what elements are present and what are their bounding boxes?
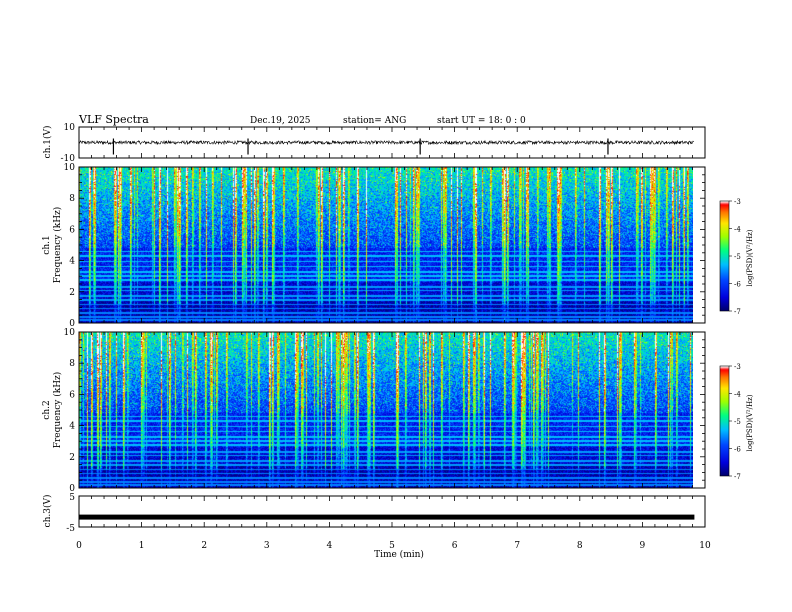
ch3-ytick-bottom: -5 [66, 524, 75, 534]
colorbar-tick-label: -4 [734, 391, 741, 399]
freq-tick-label: 0 [69, 319, 75, 329]
freq-tick-label: 8 [69, 359, 75, 369]
ch3-waveform-ylabel: ch.3(V) [42, 495, 53, 528]
x-tick-label: 9 [640, 541, 646, 551]
station-label: station= ANG [343, 116, 406, 126]
date-label: Dec.19, 2025 [250, 116, 311, 126]
ch1-ytick-top: 10 [64, 123, 76, 133]
freq-tick-label: 10 [64, 163, 76, 173]
colorbar-tick-label: -6 [734, 446, 741, 454]
ch1-freq-ticks: 0 2 4 6 8 10 [64, 163, 705, 329]
ch2-colorbar-ticks: -3 -4 -5 -6 -7 [729, 363, 741, 481]
ch2-spectrogram-ylabel-channel: ch.2 [42, 400, 52, 419]
ch1-waveform-trace [78, 138, 695, 155]
ch1-spectrogram-heatmap [79, 167, 693, 323]
colorbar-tick-label: -4 [734, 226, 741, 234]
ch3-ytick-top: 5 [69, 493, 75, 503]
time-axis-tick-labels: 0 1 2 3 4 5 6 7 8 9 10 [76, 541, 711, 551]
freq-tick-label: 2 [69, 453, 75, 463]
ch1-spectrogram-ylabel-freq: Frequency (kHz) [52, 207, 63, 284]
ch1-spectrogram-ylabel-channel: ch.1 [42, 235, 52, 254]
freq-tick-label: 8 [69, 194, 75, 204]
colorbar-tick-label: -6 [734, 281, 741, 289]
ch3-waveform-trace [79, 514, 695, 520]
ch1-colorbar [720, 201, 729, 311]
ch1-ytick-bottom: -10 [61, 154, 76, 164]
x-tick-label: 1 [139, 541, 145, 551]
x-tick-label: 8 [577, 541, 583, 551]
colorbar-tick-label: -3 [734, 363, 741, 371]
x-tick-label: 7 [514, 541, 520, 551]
time-axis-ticks [78, 127, 706, 527]
ch1-colorbar-ticks: -3 -4 -5 -6 -7 [729, 198, 741, 316]
x-tick-label: 3 [264, 541, 270, 551]
ch1-waveform-ylabel: ch.1(V) [42, 126, 53, 159]
colorbar-tick-label: -7 [734, 308, 741, 316]
ch2-spectrogram-ylabel-freq: Frequency (kHz) [52, 372, 63, 449]
freq-tick-label: 4 [69, 422, 75, 432]
colorbar-tick-label: -7 [734, 473, 741, 481]
x-tick-label: 0 [76, 541, 82, 551]
x-tick-label: 2 [201, 541, 207, 551]
colorbar-tick-label: -5 [734, 253, 741, 261]
freq-tick-label: 6 [69, 390, 75, 400]
freq-tick-label: 2 [69, 288, 75, 298]
ch2-colorbar-label: log(PSD)(V²/Hz) [746, 394, 754, 451]
freq-tick-label: 10 [64, 328, 76, 338]
ch1-waveform-line [78, 139, 695, 146]
colorbar-tick-label: -3 [734, 198, 741, 206]
freq-tick-label: 4 [69, 257, 75, 267]
time-axis-label: Time (min) [374, 549, 424, 560]
x-tick-label: 4 [327, 541, 333, 551]
x-tick-label: 6 [452, 541, 458, 551]
start-time-label: start UT = 18: 0 : 0 [437, 116, 526, 126]
ch2-colorbar [720, 366, 729, 476]
colorbar-tick-label: -5 [734, 418, 741, 426]
ch2-spectrogram-heatmap [79, 332, 693, 488]
ch2-freq-ticks: 0 2 4 6 8 10 [64, 328, 705, 494]
figure-title: VLF Spectra [78, 113, 149, 126]
ch1-colorbar-label: log(PSD)(V²/Hz) [746, 229, 754, 286]
x-tick-label: 5 [389, 541, 395, 551]
freq-tick-label: 6 [69, 225, 75, 235]
x-tick-label: 10 [699, 541, 711, 551]
freq-tick-label: 0 [69, 484, 75, 494]
